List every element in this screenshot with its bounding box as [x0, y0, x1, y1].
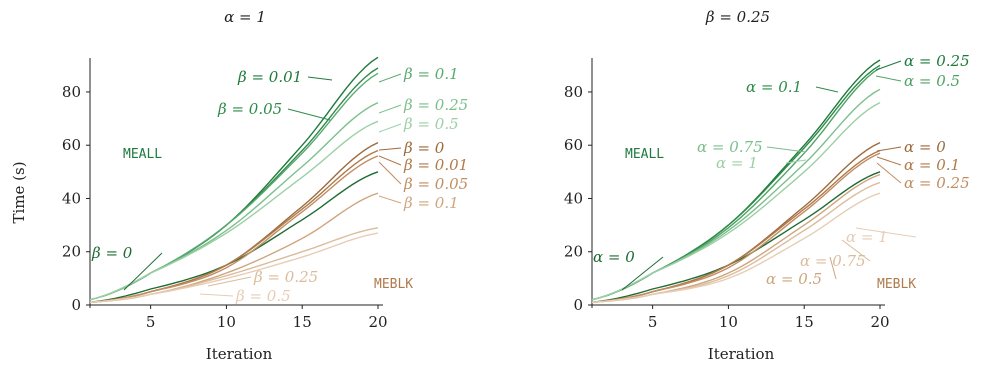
- series-line: [89, 149, 379, 303]
- x-axis-label: Iteration: [206, 345, 273, 363]
- series-label: β = 0: [403, 139, 445, 157]
- series-label-leader: [378, 155, 402, 166]
- chart-panel-1: α = 1 5 10 15 20 0 20 40 60 80 Iteration Time (s) β …: [10, 8, 468, 363]
- y-tick-label: 20: [62, 243, 81, 261]
- series-label: α = 0.75: [697, 138, 763, 156]
- series-label: α = 0.1: [746, 78, 802, 96]
- series-label: β = 0.01: [403, 156, 468, 174]
- series-label-leader: [876, 146, 902, 152]
- group-label: MEALL: [625, 147, 664, 162]
- y-tick-label: 20: [564, 243, 583, 261]
- series-line: [591, 192, 881, 303]
- chart-panel-2: β = 0.25 5 10 15 20 0 20 40 60 80 Iteration α = 0.2…: [564, 8, 970, 363]
- series-label: α = 0.25: [904, 174, 970, 192]
- series-label: β = 0.01: [237, 68, 302, 86]
- y-tick-label: 60: [564, 136, 583, 154]
- series-label: α = 0.5: [904, 72, 960, 90]
- series-label: β = 0.5: [235, 287, 291, 305]
- series-label-leader: [307, 76, 333, 81]
- series-label: α = 0.1: [904, 156, 960, 174]
- series-label-leader: [199, 293, 234, 297]
- series-label-leader: [875, 75, 902, 82]
- series-label-leader: [287, 108, 331, 121]
- series-label: β = 0.1: [403, 65, 459, 83]
- series-line: [89, 227, 379, 303]
- series-label-leader: [123, 252, 163, 291]
- series-label-leader: [829, 256, 837, 280]
- series-line: [591, 152, 881, 303]
- y-tick-label: 80: [62, 83, 81, 101]
- series-label-leader: [378, 104, 402, 114]
- series-label: β = 0: [91, 244, 133, 262]
- x-tick-label: 10: [217, 313, 236, 331]
- y-tick-label: 80: [564, 83, 583, 101]
- series-label: α = 0: [904, 138, 946, 156]
- series-label: α = 1: [846, 228, 888, 246]
- x-tick-label: 15: [293, 313, 312, 331]
- series-label: β = 0.5: [403, 115, 459, 133]
- y-tick-label: 40: [62, 189, 81, 207]
- series-label-leader: [378, 161, 402, 185]
- series-line: [591, 101, 881, 301]
- series-label: β = 0.25: [253, 268, 318, 286]
- series-label: β = 0.1: [403, 194, 459, 212]
- y-tick-label: 0: [573, 296, 583, 314]
- series-label: β = 0.05: [403, 175, 468, 193]
- chart-title: α = 1: [224, 8, 266, 26]
- series-label: β = 0.05: [217, 100, 282, 118]
- series-line: [89, 141, 379, 303]
- y-tick-label: 0: [71, 296, 81, 314]
- y-tick-label: 60: [62, 136, 81, 154]
- series-label-leader: [815, 86, 839, 93]
- series-line: [89, 155, 379, 303]
- series-label-leader: [378, 147, 402, 151]
- series-label-leader: [766, 146, 807, 153]
- series-line: [89, 232, 379, 303]
- series-label-leader: [378, 195, 402, 204]
- series-label: α = 0.5: [766, 270, 822, 288]
- series-label-leader: [876, 162, 902, 184]
- group-label: MEALL: [123, 147, 162, 162]
- x-tick-label: 15: [795, 313, 814, 331]
- series-label: α = 0: [593, 248, 635, 266]
- x-tick-label: 5: [146, 313, 156, 331]
- series-label-leader: [876, 156, 902, 166]
- series-label-leader: [875, 60, 902, 71]
- x-tick-label: 5: [648, 313, 658, 331]
- series-label-leader: [378, 73, 402, 83]
- y-axis-label: Time (s): [10, 161, 28, 223]
- x-tick-label: 20: [870, 313, 889, 331]
- series-label-leader: [207, 276, 252, 287]
- series-label: β = 0.25: [403, 96, 468, 114]
- series-label-leader: [621, 256, 664, 291]
- series-label: α = 0.75: [800, 252, 866, 270]
- series-label: α = 0.25: [904, 52, 970, 70]
- y-tick-label: 40: [564, 189, 583, 207]
- x-tick-label: 20: [368, 313, 387, 331]
- series-line: [89, 192, 379, 303]
- series-label-leader: [855, 227, 917, 238]
- x-tick-label: 10: [719, 313, 738, 331]
- series-label-leader: [785, 159, 807, 164]
- series-label-leader: [378, 123, 402, 133]
- x-axis-label: Iteration: [708, 345, 775, 363]
- chart-title: β = 0.25: [705, 8, 770, 26]
- group-label: MEBLK: [374, 277, 413, 292]
- series-label: α = 1: [716, 154, 758, 172]
- group-label: MEBLK: [877, 277, 916, 292]
- series-label-leader: [841, 239, 871, 262]
